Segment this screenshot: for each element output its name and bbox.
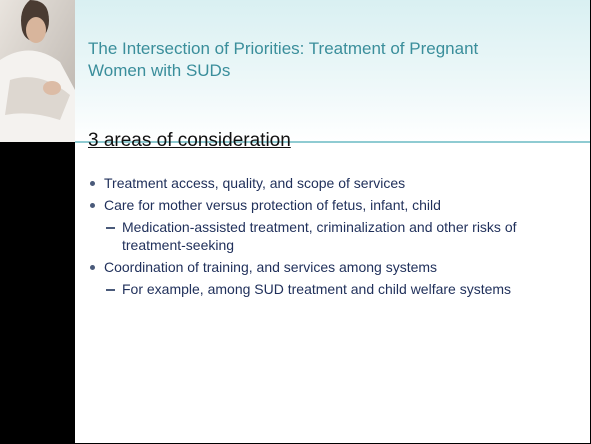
bullet-text: Treatment access, quality, and scope of … xyxy=(104,175,405,191)
slide: The Intersection of Priorities: Treatmen… xyxy=(0,0,591,444)
sub-bullet-list: For example, among SUD treatment and chi… xyxy=(104,280,568,298)
bullet-marker xyxy=(90,203,95,208)
slide-title: The Intersection of Priorities: Treatmen… xyxy=(88,38,508,82)
sub-bullet-marker xyxy=(106,289,115,291)
sub-bullet-marker xyxy=(106,227,115,229)
side-bar xyxy=(0,142,75,444)
sub-bullet-item: For example, among SUD treatment and chi… xyxy=(104,280,568,298)
sub-bullet-item: Medication-assisted treatment, criminali… xyxy=(104,218,568,254)
sub-bullet-text: Medication-assisted treatment, criminali… xyxy=(122,219,517,253)
bullet-marker xyxy=(90,265,95,270)
sub-bullet-text: For example, among SUD treatment and chi… xyxy=(122,281,511,297)
bullet-marker xyxy=(90,181,95,186)
bullet-item: Coordination of training, and services a… xyxy=(88,258,568,298)
bullet-item: Treatment access, quality, and scope of … xyxy=(88,174,568,192)
slide-heading: 3 areas of consideration xyxy=(88,130,291,152)
bullet-list: Treatment access, quality, and scope of … xyxy=(88,174,568,302)
photo xyxy=(0,0,75,142)
bullet-item: Care for mother versus protection of fet… xyxy=(88,196,568,254)
bullet-text: Coordination of training, and services a… xyxy=(104,259,437,275)
bullet-text: Care for mother versus protection of fet… xyxy=(104,197,441,213)
sub-bullet-list: Medication-assisted treatment, criminali… xyxy=(104,218,568,254)
